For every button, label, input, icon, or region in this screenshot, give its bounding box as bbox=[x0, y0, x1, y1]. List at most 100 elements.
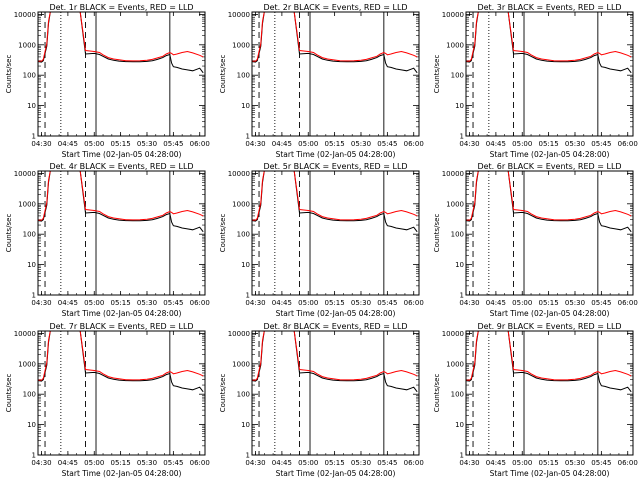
x-tick-label: 04:30 bbox=[245, 140, 265, 148]
plot-frame bbox=[251, 11, 420, 137]
x-tick-label: 05:45 bbox=[163, 299, 183, 307]
y-tick-label: 1000 bbox=[446, 200, 464, 208]
x-tick-label: 05:45 bbox=[591, 140, 611, 148]
x-tick-label: 05:15 bbox=[111, 140, 131, 148]
y-axis-label: Counts/sec bbox=[433, 214, 441, 253]
panel-9: Det. 9r BLACK = Events, RED = LLD Counts/… bbox=[433, 322, 638, 478]
series-line-lld bbox=[252, 12, 418, 62]
series-group bbox=[38, 331, 204, 393]
y-tick-label: 10 bbox=[455, 421, 464, 429]
x-tick-label: 05:30 bbox=[351, 299, 371, 307]
x-tick-label: 06:00 bbox=[190, 459, 210, 467]
y-tick-label: 1 bbox=[246, 133, 250, 141]
y-tick-label: 1 bbox=[246, 452, 250, 460]
panel-title: Det. 6r BLACK = Events, RED = LLD bbox=[477, 162, 621, 171]
plot-frame bbox=[465, 11, 634, 137]
panel-6: Det. 6r BLACK = Events, RED = LLD Counts/… bbox=[433, 162, 638, 318]
y-tick-label: 1 bbox=[460, 133, 464, 141]
x-tick-label: 05:15 bbox=[325, 459, 345, 467]
x-tick-label: 04:30 bbox=[31, 299, 51, 307]
x-tick-label: 04:45 bbox=[272, 140, 292, 148]
x-tick-label: 05:00 bbox=[512, 140, 532, 148]
x-tick-label: 04:45 bbox=[486, 140, 506, 148]
panel-title: Det. 7r BLACK = Events, RED = LLD bbox=[49, 322, 193, 331]
x-tick-label: 05:45 bbox=[163, 140, 183, 148]
y-tick-label: 10000 bbox=[14, 11, 36, 19]
x-tick-label: 04:45 bbox=[272, 459, 292, 467]
y-tick-label: 1 bbox=[460, 292, 464, 300]
y-tick-label: 10000 bbox=[14, 330, 36, 338]
x-tick-label: 04:45 bbox=[58, 459, 78, 467]
x-tick-label: 05:15 bbox=[111, 299, 131, 307]
series-line-lld bbox=[38, 12, 204, 62]
x-tick-label: 04:45 bbox=[58, 140, 78, 148]
x-tick-label: 05:00 bbox=[298, 459, 318, 467]
panel-7: Det. 7r BLACK = Events, RED = LLD Counts/… bbox=[5, 322, 210, 478]
x-tick-label: 05:00 bbox=[84, 299, 104, 307]
x-tick-label: 05:45 bbox=[377, 299, 397, 307]
series-line-lld bbox=[38, 171, 204, 221]
series-line-events bbox=[466, 171, 632, 233]
panel-title: Det. 4r BLACK = Events, RED = LLD bbox=[49, 162, 193, 171]
series-group bbox=[466, 12, 632, 74]
x-tick-label: 05:00 bbox=[298, 299, 318, 307]
x-tick-label: 05:15 bbox=[539, 459, 559, 467]
series-group bbox=[252, 171, 418, 233]
y-tick-label: 100 bbox=[451, 391, 464, 399]
y-tick-label: 1000 bbox=[446, 360, 464, 368]
panel-title: Det. 5r BLACK = Events, RED = LLD bbox=[263, 162, 407, 171]
y-tick-label: 1000 bbox=[232, 200, 250, 208]
x-tick-label: 05:30 bbox=[351, 140, 371, 148]
panel-title: Det. 8r BLACK = Events, RED = LLD bbox=[263, 322, 407, 331]
x-tick-label: 05:00 bbox=[512, 299, 532, 307]
x-tick-label: 04:45 bbox=[58, 299, 78, 307]
y-tick-label: 10000 bbox=[228, 170, 250, 178]
x-axis-label: Start Time (02-Jan-05 04:28:00) bbox=[276, 309, 396, 318]
y-tick-label: 1000 bbox=[446, 41, 464, 49]
x-tick-label: 04:30 bbox=[459, 140, 479, 148]
panel-title: Det. 3r BLACK = Events, RED = LLD bbox=[477, 3, 621, 12]
series-line-lld bbox=[466, 331, 632, 381]
series-line-events bbox=[252, 171, 418, 233]
y-tick-label: 100 bbox=[451, 231, 464, 239]
y-tick-label: 10000 bbox=[442, 11, 464, 19]
y-tick-label: 10 bbox=[27, 261, 36, 269]
x-tick-label: 06:00 bbox=[618, 140, 638, 148]
y-tick-label: 10 bbox=[241, 102, 250, 110]
x-tick-label: 04:30 bbox=[245, 299, 265, 307]
series-group bbox=[252, 12, 418, 74]
y-tick-label: 1 bbox=[460, 452, 464, 460]
x-tick-label: 06:00 bbox=[190, 299, 210, 307]
y-tick-label: 1000 bbox=[18, 360, 36, 368]
series-group bbox=[466, 171, 632, 233]
x-tick-label: 04:45 bbox=[486, 459, 506, 467]
series-line-lld bbox=[466, 171, 632, 221]
plot-frame bbox=[37, 11, 206, 137]
series-group bbox=[252, 331, 418, 393]
x-tick-label: 05:45 bbox=[377, 459, 397, 467]
x-tick-label: 05:30 bbox=[137, 299, 157, 307]
x-tick-label: 05:00 bbox=[298, 140, 318, 148]
x-tick-label: 05:30 bbox=[137, 459, 157, 467]
y-axis-label: Counts/sec bbox=[219, 374, 227, 413]
panel-5: Det. 5r BLACK = Events, RED = LLD Counts/… bbox=[219, 162, 424, 318]
series-line-events bbox=[38, 12, 204, 74]
y-tick-label: 10000 bbox=[228, 11, 250, 19]
x-tick-label: 04:30 bbox=[245, 459, 265, 467]
y-tick-label: 10 bbox=[455, 102, 464, 110]
x-tick-label: 05:15 bbox=[325, 140, 345, 148]
x-axis-label: Start Time (02-Jan-05 04:28:00) bbox=[490, 469, 610, 478]
x-tick-label: 05:30 bbox=[137, 140, 157, 148]
x-tick-label: 04:30 bbox=[459, 459, 479, 467]
x-tick-label: 05:45 bbox=[591, 299, 611, 307]
y-tick-label: 100 bbox=[451, 72, 464, 80]
series-group bbox=[38, 171, 204, 233]
x-tick-label: 04:30 bbox=[31, 140, 51, 148]
x-tick-label: 06:00 bbox=[404, 459, 424, 467]
series-line-lld bbox=[252, 171, 418, 221]
x-tick-label: 05:15 bbox=[539, 299, 559, 307]
x-tick-label: 06:00 bbox=[618, 299, 638, 307]
y-tick-label: 10 bbox=[241, 421, 250, 429]
x-tick-label: 04:30 bbox=[31, 459, 51, 467]
y-tick-label: 10000 bbox=[228, 330, 250, 338]
